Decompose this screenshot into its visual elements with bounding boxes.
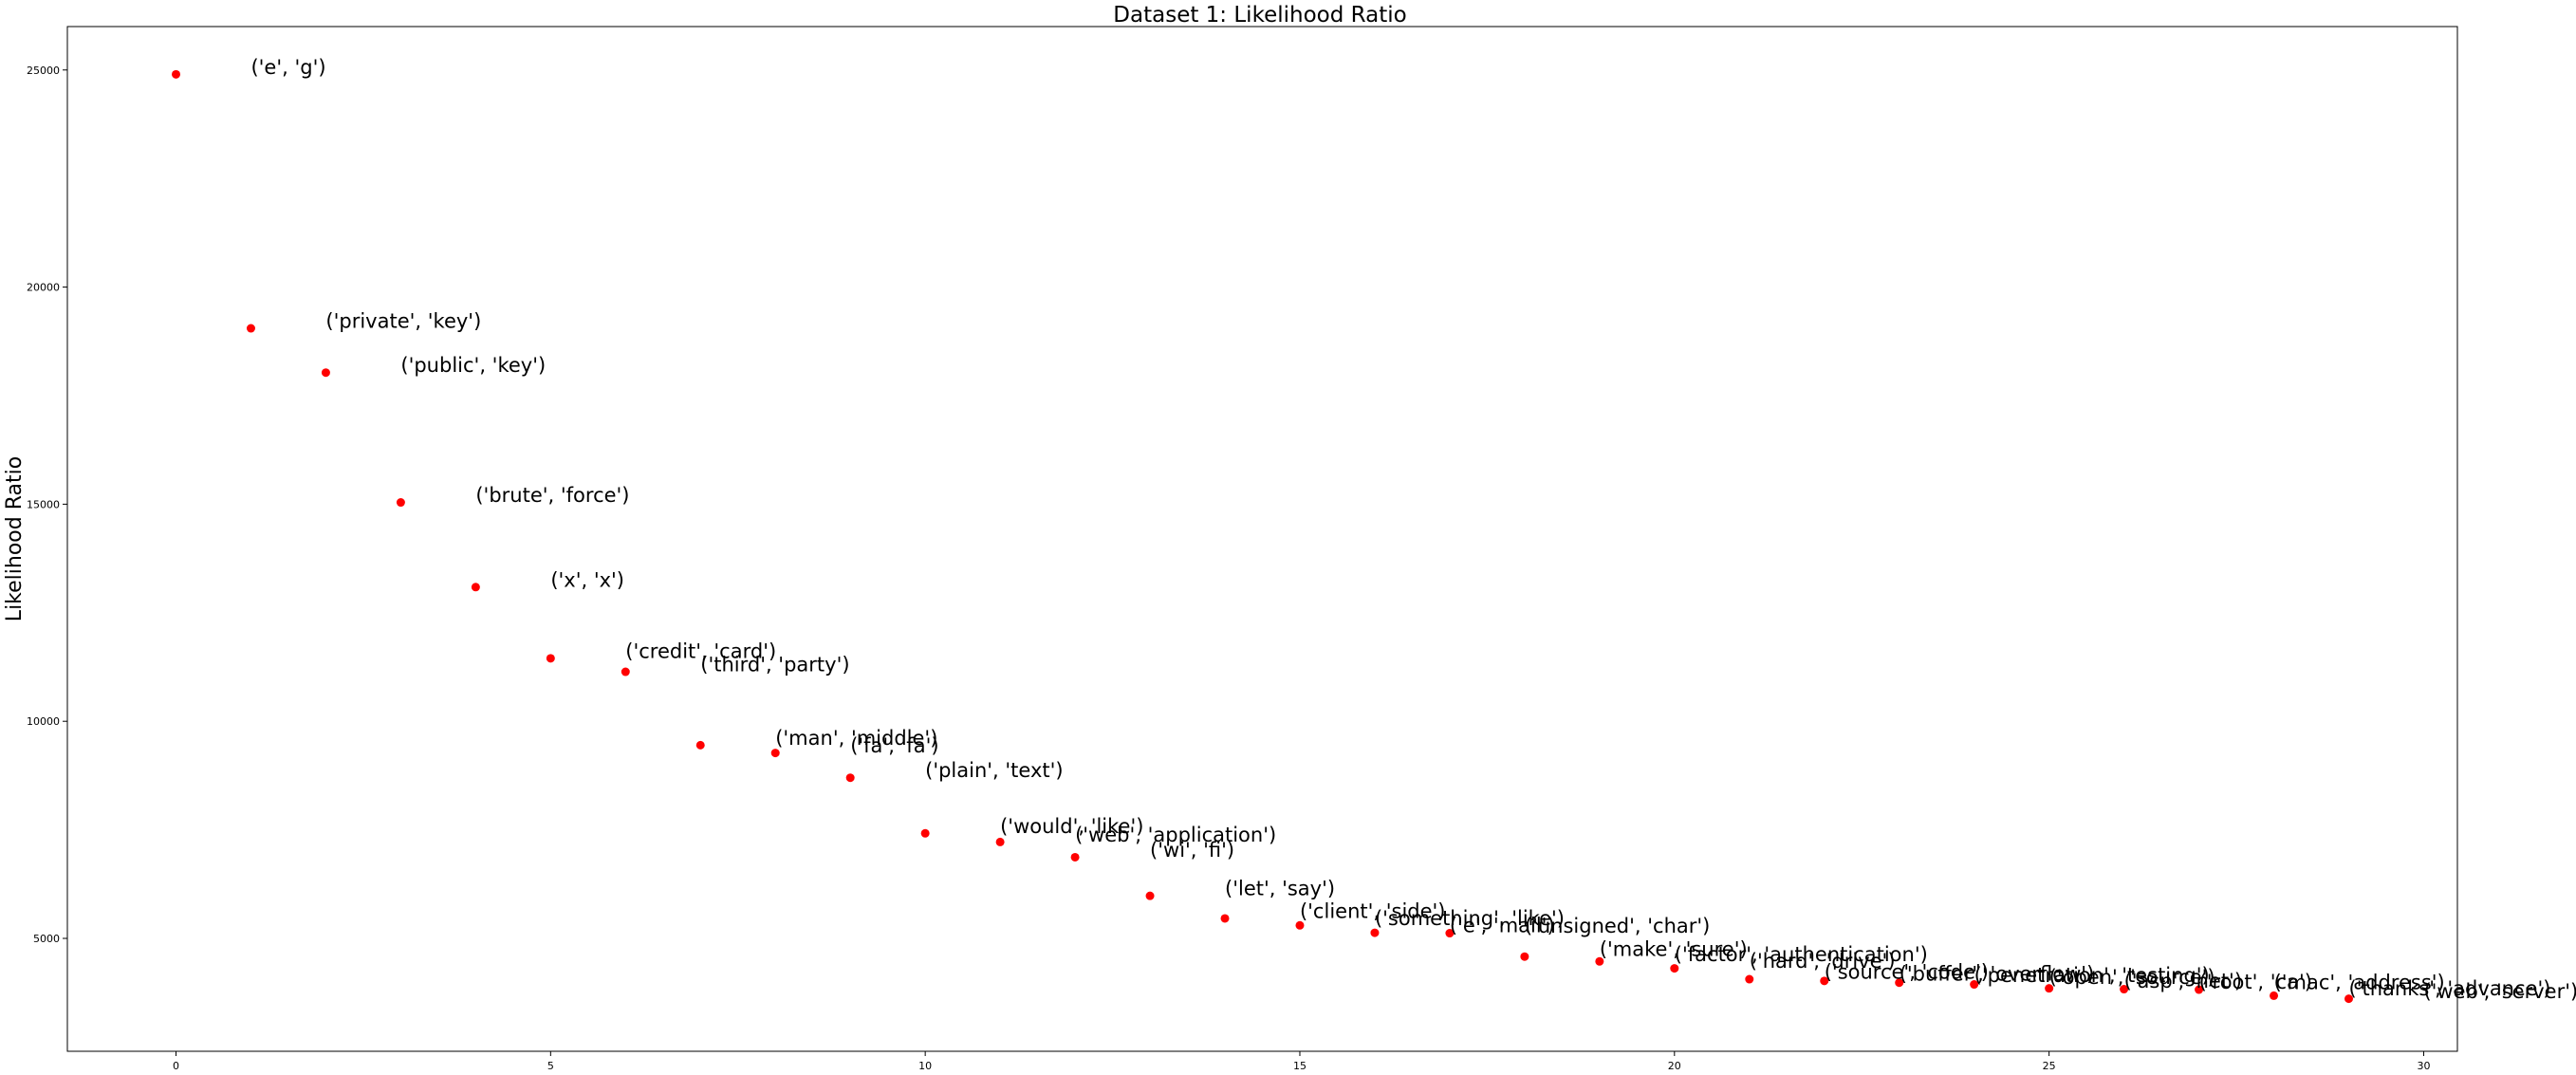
data-point-label: ('let', 'say'): [1225, 878, 1335, 900]
data-point: [1220, 914, 1230, 923]
data-point-label: ('would', 'like'): [1000, 815, 1143, 838]
data-point-label: ('client', 'side'): [1300, 899, 1446, 922]
data-point-label: ('open', 'source'): [2049, 966, 2215, 989]
x-axis-ticks: 0 5 10 15 20 25 30: [173, 1051, 2430, 1072]
data-point-label: ('unsigned', 'char'): [1525, 915, 1710, 937]
data-point-label: ('plain', 'text'): [925, 759, 1063, 782]
data-point: [2045, 984, 2054, 993]
data-point-label: ('private', 'key'): [325, 310, 481, 333]
data-point: [1745, 974, 1754, 984]
y-axis-label: Likelihood Ratio: [3, 456, 27, 621]
data-point: [1895, 978, 1904, 988]
data-point: [1445, 929, 1455, 938]
y-tick-label: 15000: [27, 498, 60, 510]
data-point: [546, 654, 555, 663]
data-point-label: ('e', 'mail'): [1450, 915, 1555, 937]
data-point: [172, 69, 180, 79]
data-point: [2270, 991, 2279, 1000]
data-point-label: ('something', 'like'): [1375, 907, 1565, 930]
x-tick-label: 30: [2417, 1060, 2430, 1072]
data-point: [995, 837, 1005, 846]
data-point: [1970, 980, 1979, 990]
data-point: [1145, 891, 1155, 900]
data-point: [471, 583, 480, 592]
data-point: [246, 324, 255, 333]
data-point: [1295, 920, 1305, 930]
x-tick-label: 5: [547, 1060, 554, 1072]
data-point: [1820, 976, 1829, 986]
data-point: [396, 498, 405, 508]
x-tick-label: 0: [173, 1060, 179, 1072]
y-tick-label: 5000: [33, 933, 60, 945]
data-point: [2195, 985, 2204, 994]
data-point: [2120, 985, 2129, 994]
data-point-label: ('fa', 'fa'): [850, 734, 938, 757]
data-point: [2344, 994, 2353, 1004]
data-point-label: ('web', 'server'): [2423, 980, 2576, 1003]
data-point-labels: ('e', 'g') ('private', 'key') ('public', '…: [250, 56, 2576, 1003]
data-point-label: ('public', 'key'): [400, 354, 546, 377]
data-point-label: ('mac', 'address'): [2274, 972, 2445, 994]
chart-title: Dataset 1: Likelihood Ratio: [1113, 3, 1406, 28]
data-point-label: ('third', 'party'): [700, 654, 849, 677]
data-point-label: ('factor', 'authentication'): [1675, 943, 1928, 966]
data-point-label: ('web', 'application'): [1075, 824, 1276, 846]
data-point-label: ('wi', 'fi'): [1150, 839, 1234, 862]
data-point-label: ('man', 'middle'): [775, 727, 937, 750]
data-point-label: ('credit', 'card'): [625, 639, 776, 662]
data-point-label: ('e', 'g'): [250, 56, 325, 79]
data-point: [621, 667, 630, 677]
data-point-label: ('brute', 'force'): [475, 484, 629, 507]
data-point: [920, 828, 930, 838]
data-point-label: ('x', 'x'): [550, 568, 624, 591]
data-point-label: ('buffer', 'overflow'): [1900, 962, 2095, 985]
data-point: [1670, 964, 1679, 973]
data-point: [1070, 852, 1080, 862]
data-point: [1520, 952, 1529, 961]
data-point-label: ('make', 'sure'): [1600, 938, 1748, 961]
y-tick-label: 25000: [27, 65, 60, 77]
data-point: [770, 749, 780, 758]
data-point-label: ('root', 'ca'): [2199, 971, 2312, 993]
x-tick-label: 20: [1668, 1060, 1681, 1072]
data-point: [321, 368, 330, 378]
data-point-label: ('thanks', 'advance'): [2349, 977, 2551, 1000]
data-point: [1370, 928, 1380, 937]
data-points: [172, 69, 2353, 1004]
y-axis-ticks: 5000 10000 15000 20000 25000: [27, 65, 67, 945]
data-point: [845, 773, 855, 783]
data-point: [1595, 956, 1604, 966]
y-tick-label: 20000: [27, 282, 60, 294]
y-tick-label: 10000: [27, 715, 60, 728]
data-point-label: ('asp', 'net'): [2124, 970, 2242, 992]
data-point: [695, 740, 705, 750]
x-tick-label: 10: [918, 1060, 932, 1072]
x-tick-label: 25: [2043, 1060, 2056, 1072]
data-point-label: ('source', 'code'): [1825, 961, 1989, 984]
data-point-label: ('penetration', 'testing'): [1974, 964, 2210, 987]
plot-area-frame: [66, 26, 2458, 1052]
data-point-label: ('hard', 'drive'): [1750, 950, 1896, 973]
x-tick-label: 15: [1293, 1060, 1307, 1072]
